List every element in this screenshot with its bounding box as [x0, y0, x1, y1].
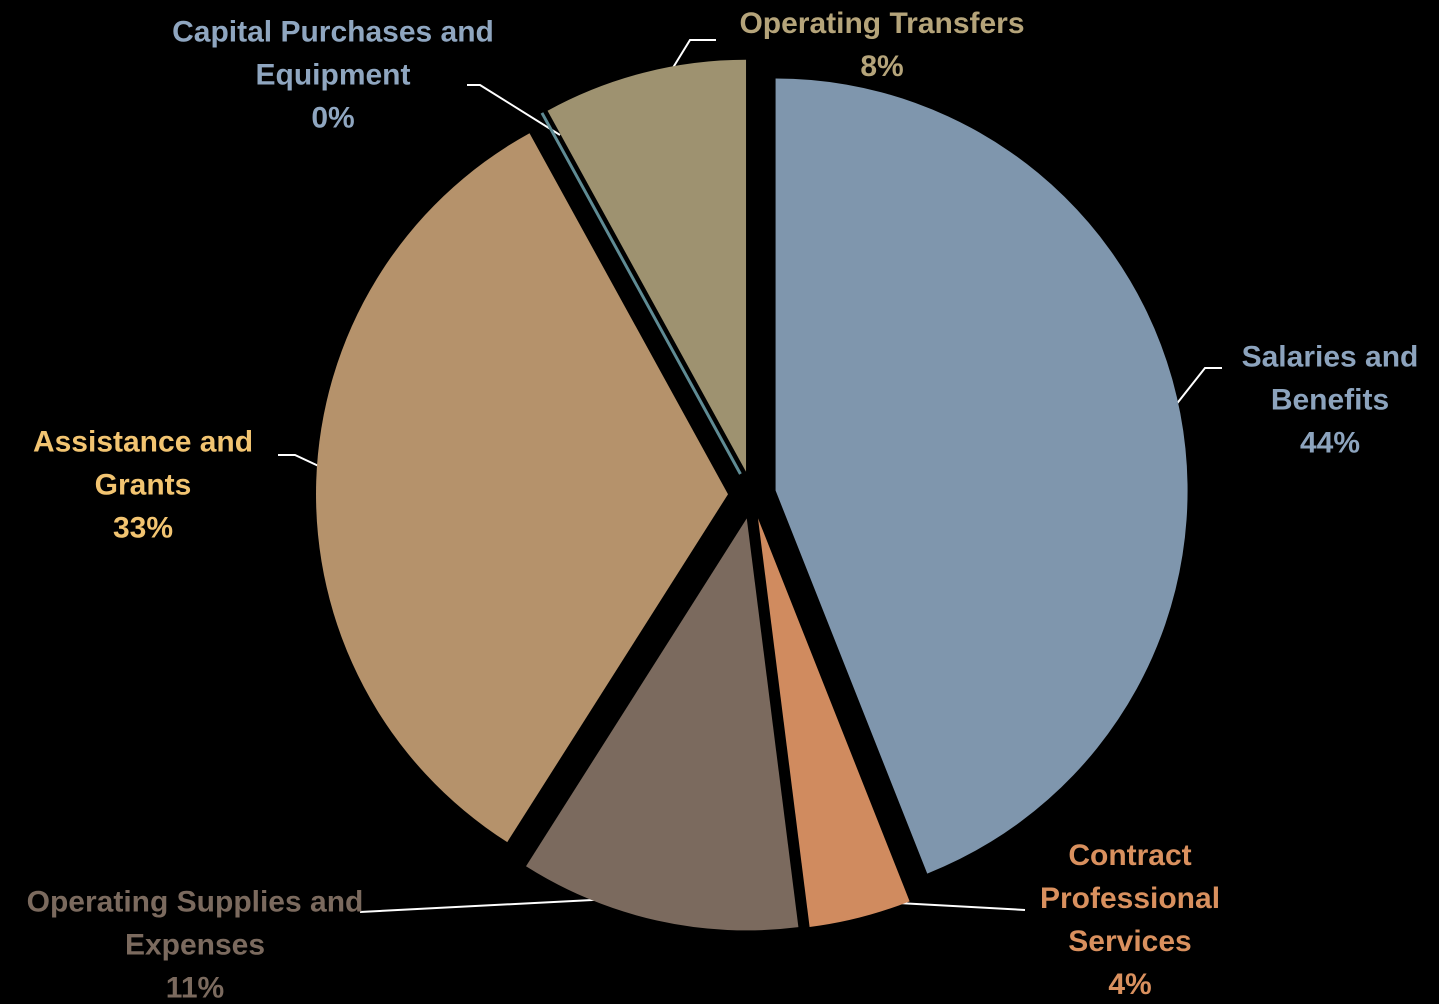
- category-name: Contract Professional Services: [1039, 839, 1221, 958]
- percent-label: 11%: [165, 971, 225, 1004]
- percent-label: 44%: [1299, 426, 1361, 460]
- leader-line: [467, 84, 561, 136]
- category-name: Operating Supplies and Expenses: [26, 885, 364, 962]
- pie-slice: [775, 78, 1188, 874]
- slice-label: Operating Transfers 8%: [702, 2, 1062, 88]
- pie-slice: [547, 59, 747, 472]
- slice-label: Assistance and Grants 33%: [3, 421, 283, 550]
- percent-label: 4%: [1108, 968, 1152, 1001]
- percent-label: 33%: [112, 511, 174, 545]
- pie-slice: [757, 518, 910, 927]
- slice-label: Operating Supplies and Expenses 11%: [15, 881, 375, 1004]
- category-name: Assistance and Grants: [32, 425, 254, 502]
- slice-label: Capital Purchases and Equipment 0%: [168, 11, 498, 140]
- pie-slice: [526, 518, 799, 931]
- category-name: Salaries and Benefits: [1241, 340, 1419, 417]
- slice-label: Salaries and Benefits 44%: [1215, 336, 1439, 465]
- pie-slice: [316, 133, 729, 843]
- slice-label: Contract Professional Services 4%: [1020, 834, 1240, 1004]
- percent-label: 0%: [311, 101, 355, 135]
- category-name: Capital Purchases and Equipment: [172, 15, 494, 92]
- percent-label: 8%: [860, 50, 904, 83]
- category-name: Operating Transfers: [739, 7, 1025, 40]
